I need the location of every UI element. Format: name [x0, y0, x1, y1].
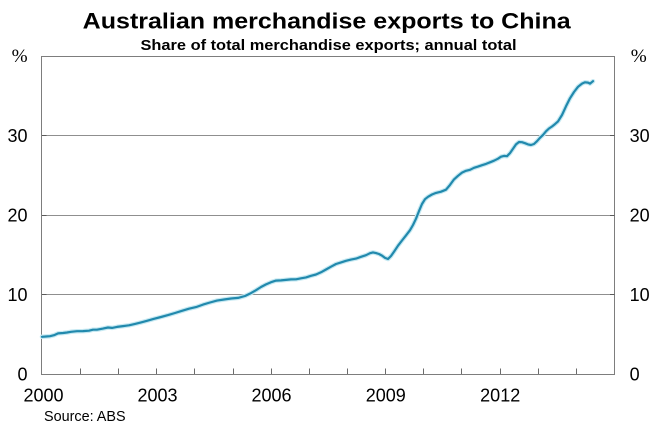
svg-text:0: 0	[630, 364, 640, 384]
svg-text:2012: 2012	[480, 386, 520, 406]
svg-text:10: 10	[630, 285, 650, 305]
svg-text:20: 20	[630, 206, 650, 226]
svg-text:20: 20	[7, 206, 27, 226]
svg-text:2009: 2009	[366, 386, 406, 406]
svg-text:Share of total merchandise exp: Share of total merchandise exports; annu…	[141, 38, 517, 54]
svg-text:%: %	[12, 46, 28, 67]
svg-text:30: 30	[7, 126, 27, 146]
svg-text:Source: ABS: Source: ABS	[44, 409, 126, 425]
svg-text:%: %	[631, 46, 647, 67]
svg-text:10: 10	[7, 285, 27, 305]
svg-text:Australian merchandise exports: Australian merchandise exports to China	[83, 9, 572, 34]
svg-text:2006: 2006	[251, 386, 291, 406]
svg-text:2003: 2003	[137, 386, 177, 406]
svg-text:2000: 2000	[23, 386, 63, 406]
svg-text:30: 30	[630, 126, 650, 146]
svg-text:0: 0	[17, 364, 27, 384]
